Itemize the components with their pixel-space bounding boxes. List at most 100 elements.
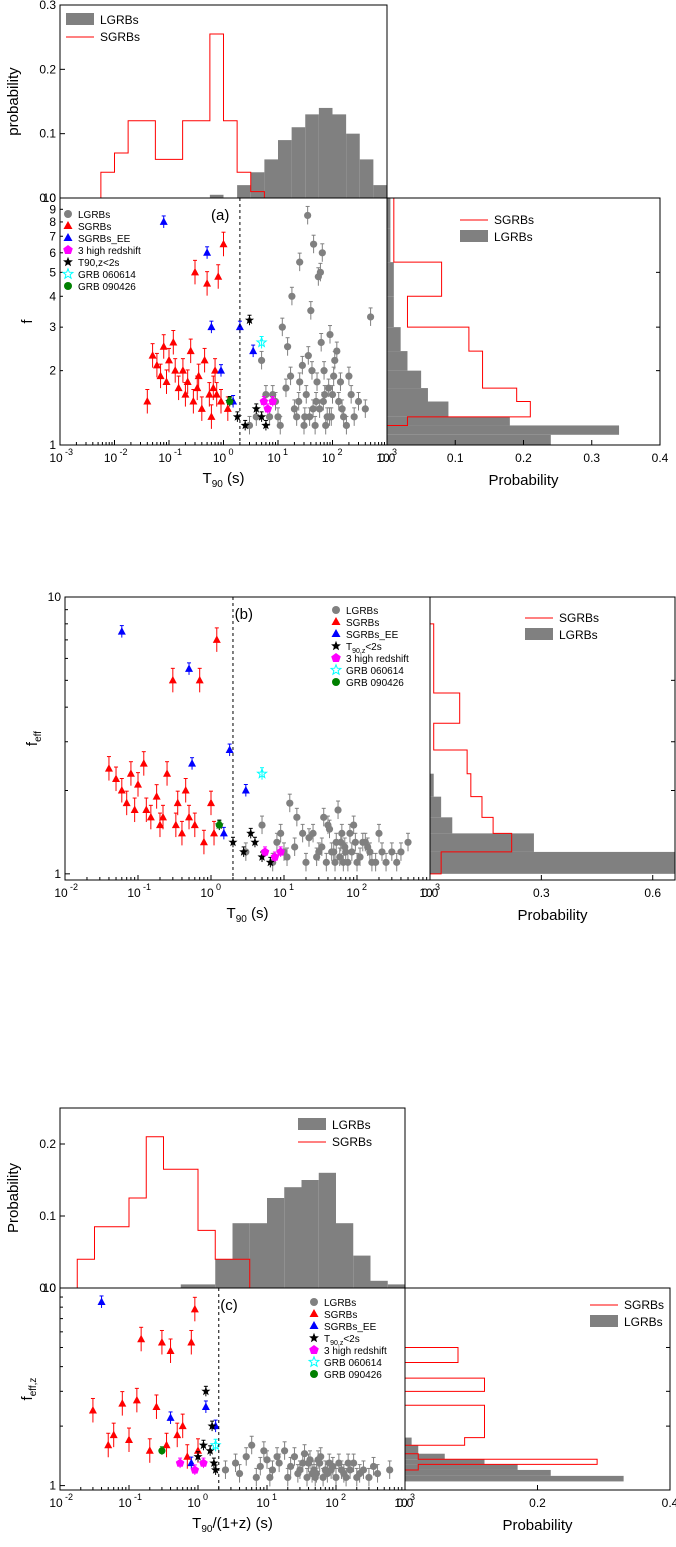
x-tick-label: 10 -3 <box>49 447 73 465</box>
data-point <box>332 838 340 846</box>
data-point <box>145 1446 154 1454</box>
data-point <box>198 1440 208 1450</box>
data-point <box>203 279 212 287</box>
x-tick-exponent: -2 <box>70 882 78 892</box>
hist-frame <box>429 596 676 881</box>
x-label-unit: /(1+z) (s) <box>212 1515 272 1532</box>
data-point <box>258 821 266 829</box>
hist-bar-lgrb <box>180 1284 198 1288</box>
x-tick-base: 10 <box>394 1496 408 1510</box>
y-tick-label: 10 <box>43 191 57 205</box>
data-point <box>175 1458 185 1467</box>
x-tick-exponent: 0 <box>229 447 234 457</box>
data-point <box>235 1470 244 1478</box>
y-axis-label: feff <box>24 731 44 746</box>
hist-bar-lgrb <box>387 296 394 328</box>
legend-item: GRB 090426 <box>310 1370 382 1381</box>
data-point <box>117 785 126 794</box>
data-point <box>212 390 221 398</box>
data-point <box>166 1346 175 1354</box>
data-point <box>312 397 320 406</box>
hist-step-sgrb <box>404 1292 598 1482</box>
data-point <box>122 798 131 807</box>
data-point <box>325 384 333 392</box>
hist-bar-lgrb <box>405 1464 518 1470</box>
data-point <box>361 405 369 413</box>
hist-bar-lgrb <box>387 351 408 371</box>
data-point <box>88 1405 97 1414</box>
legend-label: GRB 060614 <box>324 1358 382 1369</box>
x-tick-base: 10 <box>49 451 63 465</box>
x-tick-exponent: -3 <box>65 447 73 457</box>
x-tick-exponent: 2 <box>341 1492 346 1502</box>
x-tick-base: 10 <box>213 451 227 465</box>
legend-label: LGRBs <box>78 210 110 221</box>
x-tick-exponent: 2 <box>338 447 343 457</box>
x-tick-label: 10 2 <box>322 447 343 465</box>
data-point <box>211 366 220 374</box>
x-tick-exponent: 2 <box>362 882 367 892</box>
data-point <box>393 858 401 866</box>
data-point <box>181 390 190 398</box>
legend-label: GRB 060614 <box>346 666 404 677</box>
x-axis-label: T90 (s) <box>203 470 245 490</box>
data-point <box>293 413 301 421</box>
legend-swatch-lgrb <box>590 1315 618 1327</box>
data-point <box>313 853 321 861</box>
data-point <box>104 764 113 772</box>
legend-label-sub: 90,z <box>330 1340 344 1347</box>
y-tick-label: 3 <box>49 320 56 334</box>
data-point <box>252 1473 260 1482</box>
data-point <box>378 848 386 856</box>
data-point <box>205 1446 215 1455</box>
legend-label: SGRBs <box>624 1298 664 1312</box>
data-point <box>351 838 359 846</box>
y-tick-label: 8 <box>49 215 56 229</box>
x-axis-label: T90/(1+z) (s) <box>192 1515 273 1535</box>
legend-label-main: T <box>324 1334 330 1345</box>
data-point <box>189 397 198 405</box>
data-point <box>193 383 202 392</box>
data-point <box>270 852 280 861</box>
data-point <box>223 404 232 412</box>
data-point <box>284 1473 292 1482</box>
legend-marker <box>309 1345 319 1354</box>
data-point <box>322 858 330 866</box>
data-point <box>317 338 325 347</box>
legend-item: SGRBs <box>525 611 599 625</box>
hist-bar-lgrb <box>387 327 401 352</box>
hist-bar-lgrb <box>249 1223 267 1288</box>
hist-bar-lgrb <box>387 425 620 435</box>
data-point <box>197 404 206 412</box>
x-tick-base: 10 <box>325 1496 339 1510</box>
data-point <box>232 412 242 421</box>
data-point <box>386 1466 394 1474</box>
x-axis-label: Probability <box>502 1517 573 1534</box>
x-tick-base: 10 <box>54 886 68 900</box>
hist-bar-lgrb <box>318 107 333 198</box>
data-point <box>265 413 274 421</box>
x-tick-label: 0.6 <box>644 886 661 900</box>
hist-bar-lgrb <box>430 833 534 852</box>
data-point <box>217 366 226 374</box>
x-tick-label: 10 0 <box>187 1492 208 1510</box>
legend-swatch-lgrb <box>66 13 94 25</box>
legend-item: LGRBs <box>298 1118 371 1132</box>
data-point <box>125 1435 133 1444</box>
x-label-sub: 90 <box>201 1524 213 1535</box>
data-point <box>159 217 168 225</box>
x-tick-label: 10 -1 <box>127 882 151 900</box>
x-tick-label: 10 -2 <box>104 447 128 465</box>
data-point <box>190 1465 200 1474</box>
data-point <box>251 404 261 413</box>
x-tick-base: 10 <box>322 451 336 465</box>
data-point <box>319 397 327 406</box>
x-tick-label: 10 1 <box>256 1492 277 1510</box>
x-tick-label: 10 -1 <box>158 447 182 465</box>
data-point <box>260 847 270 856</box>
data-point <box>185 664 194 672</box>
data-point <box>404 838 412 846</box>
x-tick-exponent: 0 <box>203 1492 208 1502</box>
data-point <box>350 821 358 829</box>
data-point <box>281 1447 289 1455</box>
